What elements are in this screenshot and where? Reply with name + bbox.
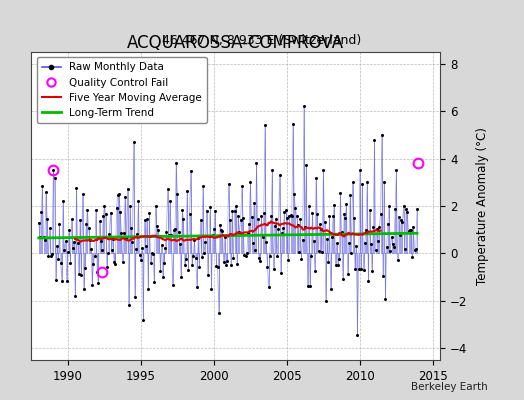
Text: 46.467 N, 8.933 E (Switzerland): 46.467 N, 8.933 E (Switzerland) [162, 34, 362, 47]
Text: Berkeley Earth: Berkeley Earth [411, 382, 487, 392]
Legend: Raw Monthly Data, Quality Control Fail, Five Year Moving Average, Long-Term Tren: Raw Monthly Data, Quality Control Fail, … [37, 57, 207, 123]
Title: ACQUAROSSA-COMPROVA: ACQUAROSSA-COMPROVA [127, 34, 344, 52]
Y-axis label: Temperature Anomaly (°C): Temperature Anomaly (°C) [476, 127, 488, 285]
